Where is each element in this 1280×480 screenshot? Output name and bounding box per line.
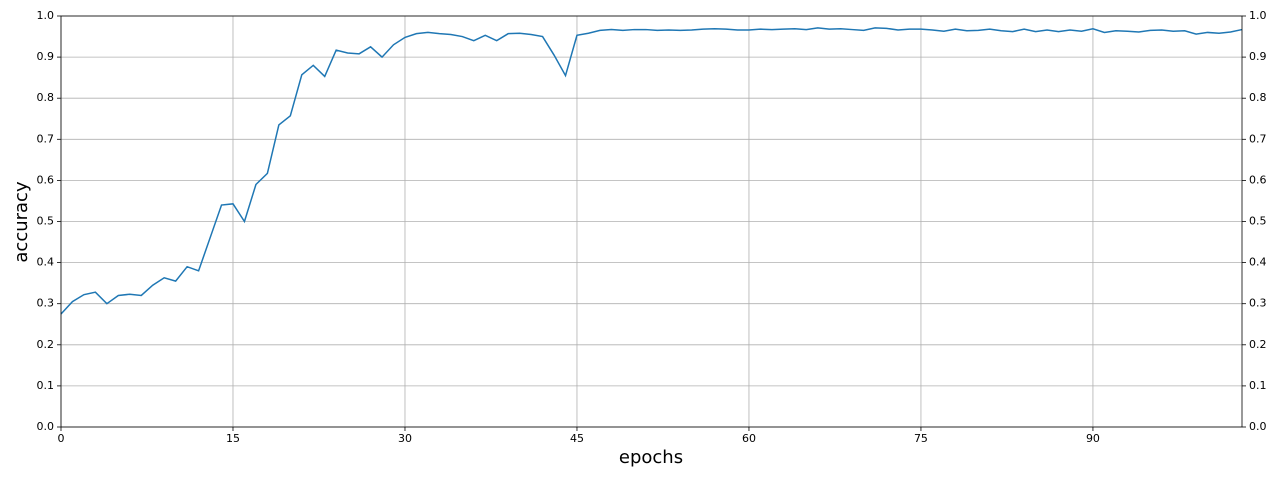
x-tick-label: 60 bbox=[742, 432, 756, 445]
y-tick-label: 0.5 bbox=[37, 215, 55, 228]
y-tick-label: 0.1 bbox=[37, 379, 55, 392]
y2-tick-label: 0.8 bbox=[1249, 91, 1267, 104]
y-tick-label: 0.0 bbox=[37, 420, 55, 433]
y-tick-label: 0.2 bbox=[37, 338, 55, 351]
y-tick-label: 0.9 bbox=[37, 50, 55, 63]
x-tick-label: 0 bbox=[58, 432, 65, 445]
x-tick-label: 15 bbox=[226, 432, 240, 445]
y2-tick-label: 0.1 bbox=[1249, 379, 1267, 392]
y2-tick-label: 0.4 bbox=[1249, 256, 1267, 269]
x-tick-label: 90 bbox=[1086, 432, 1100, 445]
y-tick-label: 0.6 bbox=[37, 173, 55, 186]
x-axis-label: epochs bbox=[619, 447, 683, 468]
x-tick-label: 45 bbox=[570, 432, 584, 445]
y2-tick-label: 0.0 bbox=[1249, 420, 1267, 433]
x-tick-label: 75 bbox=[914, 432, 928, 445]
y2-tick-label: 0.9 bbox=[1249, 50, 1267, 63]
plot-frame bbox=[60, 15, 1243, 428]
y2-tick-label: 0.3 bbox=[1249, 297, 1267, 310]
x-tick-label: 30 bbox=[398, 432, 412, 445]
y2-tick-label: 0.2 bbox=[1249, 338, 1267, 351]
y-tick-label: 0.7 bbox=[37, 132, 55, 145]
line bbox=[60, 27, 1243, 315]
y2-tick-label: 0.7 bbox=[1249, 132, 1267, 145]
y2-tick-label: 1.0 bbox=[1249, 9, 1267, 22]
y-tick-label: 1.0 bbox=[37, 9, 55, 22]
y-axis-label: accuracy bbox=[11, 181, 32, 263]
y-tick-label: 0.3 bbox=[37, 297, 55, 310]
y-tick-label: 0.8 bbox=[37, 91, 55, 104]
y2-tick-label: 0.6 bbox=[1249, 173, 1267, 186]
y-tick-label: 0.4 bbox=[37, 256, 55, 269]
y2-tick-label: 0.5 bbox=[1249, 215, 1267, 228]
